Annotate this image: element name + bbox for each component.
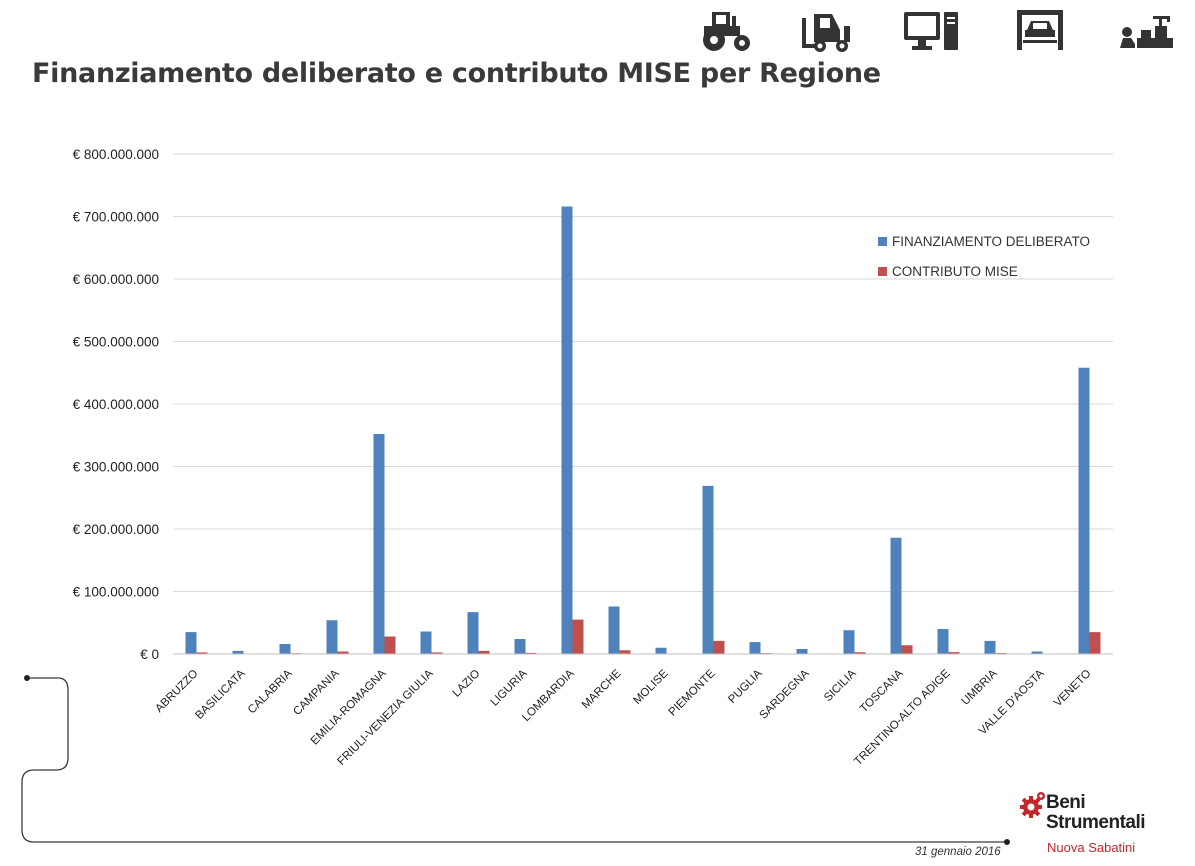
x-tick-label: PIEMONTE <box>667 667 718 718</box>
bar-contributo-emilia-romagna <box>384 636 396 654</box>
bar-finanziamento-molise <box>655 647 667 654</box>
bar-finanziamento-valle-d-aosta <box>1031 651 1043 654</box>
bar-finanziamento-sicilia <box>843 630 855 654</box>
y-tick-label: € 100.000.000 <box>73 585 159 600</box>
bar-contributo-toscana <box>901 645 913 654</box>
legend-swatch <box>878 237 887 246</box>
date-label: 31 gennaio 2016 <box>915 846 1001 858</box>
bar-contributo-abruzzo <box>196 652 208 654</box>
bar-finanziamento-basilicata <box>232 650 244 654</box>
y-tick-label: € 300.000.000 <box>73 460 159 475</box>
y-tick-label: € 400.000.000 <box>73 397 159 412</box>
connector-dot-end <box>1004 839 1010 845</box>
bar-finanziamento-puglia <box>749 642 761 654</box>
logo-text-beni: Beni <box>1046 792 1086 813</box>
grid-lines <box>173 153 1113 592</box>
legend: FINANZIAMENTO DELIBERATO CONTRIBUTO MISE <box>878 234 1090 279</box>
bar-finanziamento-friuli-venezia-giulia <box>420 631 432 654</box>
bar-contributo-marche <box>619 650 631 654</box>
x-tick-label: VENETO <box>1052 668 1094 710</box>
bar-contributo-piemonte <box>713 640 725 654</box>
bar-finanziamento-calabria <box>279 644 291 654</box>
bar-finanziamento-piemonte <box>702 485 714 654</box>
x-tick-label: SARDEGNA <box>757 667 811 721</box>
bar-finanziamento-trentino-alto-adige <box>937 629 949 654</box>
beni-strumentali-logo: Beni Strumentali Nuova Sabatini <box>1020 788 1190 863</box>
bar-contributo-lombardia <box>572 619 584 654</box>
x-tick-label: ABRUZZO <box>153 668 200 715</box>
x-tick-label: TOSCANA <box>858 667 906 715</box>
y-tick-label: € 500.000.000 <box>73 335 159 350</box>
forklift-icon <box>802 14 850 52</box>
legend-label: FINANZIAMENTO DELIBERATO <box>892 234 1090 249</box>
bar-contributo-veneto <box>1089 632 1101 654</box>
bar-finanziamento-veneto <box>1078 367 1090 654</box>
car-lift-icon <box>1017 10 1063 50</box>
bar-finanziamento-toscana <box>890 537 902 654</box>
y-axis-ticks: € 0 € 100.000.000 € 200.000.000 € 300.000.0… <box>73 147 159 662</box>
y-tick-label: € 0 <box>140 647 159 662</box>
category-icons <box>690 8 1195 58</box>
computer-icon <box>904 12 958 50</box>
bar-contributo-lazio <box>478 650 490 654</box>
x-tick-label: MARCHE <box>580 667 624 711</box>
x-tick-label: BASILICATA <box>193 667 248 722</box>
y-tick-label: € 800.000.000 <box>73 147 159 162</box>
bars <box>185 206 1101 654</box>
tractor-icon <box>703 12 750 51</box>
bar-contributo-trentino-alto-adige <box>948 652 960 654</box>
bar-finanziamento-liguria <box>514 639 526 654</box>
bar-finanziamento-sardegna <box>796 649 808 654</box>
bar-finanziamento-campania <box>326 620 338 654</box>
bar-finanziamento-abruzzo <box>185 632 197 654</box>
bar-contributo-friuli-venezia-giulia <box>431 652 443 654</box>
bar-finanziamento-lazio <box>467 612 479 654</box>
x-tick-label: CALABRIA <box>246 667 295 716</box>
bar-finanziamento-lombardia <box>561 206 573 654</box>
x-axis-ticks: ABRUZZOBASILICATACALABRIACAMPANIAEMILIA-… <box>153 667 1093 768</box>
decorative-connector-line <box>21 677 1007 843</box>
legend-label: CONTRIBUTO MISE <box>892 264 1018 279</box>
bar-finanziamento-marche <box>608 606 620 654</box>
x-tick-label: CAMPANIA <box>291 667 342 718</box>
x-tick-label: SICILIA <box>822 667 859 704</box>
bar-contributo-campania <box>337 651 349 654</box>
logo-text-nuova-sabatini: Nuova Sabatini <box>1047 840 1136 855</box>
x-tick-label: UMBRIA <box>960 667 1000 707</box>
connector-dot-start <box>24 675 30 681</box>
x-tick-label: FRIULI-VENEZIA GIULIA <box>335 667 435 767</box>
bar-finanziamento-umbria <box>984 640 996 654</box>
bar-contributo-sicilia <box>854 652 866 654</box>
x-tick-label: TRENTINO-ALTO ADIGE <box>852 667 953 768</box>
y-tick-label: € 200.000.000 <box>73 522 159 537</box>
workshop-icon <box>1120 16 1173 48</box>
x-tick-label: MOLISE <box>631 667 670 706</box>
y-tick-label: € 700.000.000 <box>73 210 159 225</box>
x-tick-label: LAZIO <box>451 668 483 700</box>
logo-text-strumentali: Strumentali <box>1046 812 1146 833</box>
gear-icon <box>1020 792 1045 818</box>
legend-swatch <box>878 267 887 276</box>
y-tick-label: € 600.000.000 <box>73 272 159 287</box>
x-tick-label: PUGLIA <box>726 667 765 706</box>
bar-finanziamento-emilia-romagna <box>373 434 385 654</box>
x-tick-label: LIGURIA <box>489 667 530 708</box>
page-title: Finanziamento deliberato e contributo MI… <box>32 58 881 89</box>
bar-contributo-liguria <box>525 652 537 654</box>
